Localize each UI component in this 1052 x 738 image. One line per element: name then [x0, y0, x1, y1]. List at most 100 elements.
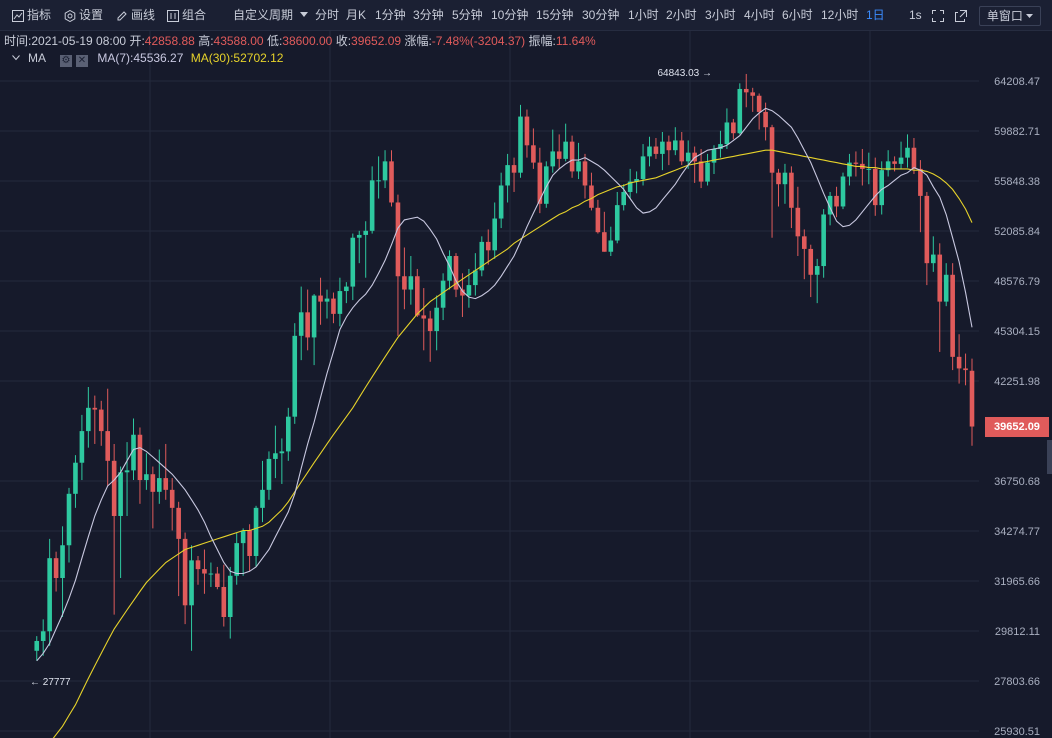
period-tab[interactable]: 分时 [315, 8, 340, 22]
candlestick-series [34, 73, 975, 661]
period-tab[interactable]: 15分钟 [536, 8, 574, 22]
fullscreen-button[interactable] [932, 0, 947, 30]
candle-body [789, 172, 794, 208]
candle-body [402, 276, 407, 290]
candle-body [163, 478, 169, 490]
candle-body [408, 276, 414, 290]
open-label: 开: [129, 34, 145, 48]
chart-line-icon [12, 10, 24, 22]
candle-body [202, 569, 207, 574]
candle-body [524, 116, 530, 146]
candle-body [298, 312, 304, 336]
candle-body [492, 218, 497, 251]
combo-button[interactable]: 组合 [167, 0, 206, 30]
caret-down-icon [300, 12, 309, 17]
candle-body [208, 573, 214, 575]
layout-icon [167, 10, 179, 22]
candle-body [260, 489, 265, 508]
candle-body [531, 145, 536, 163]
candle-body [905, 147, 910, 158]
candle-body [544, 166, 549, 204]
caret-down-icon [1026, 14, 1034, 18]
candle-body [344, 286, 349, 292]
candle-body [421, 315, 427, 319]
candle-body [395, 202, 401, 277]
candle-body [318, 295, 323, 302]
candle-body [415, 276, 420, 316]
y-tick-label: 52085.84 [994, 226, 1040, 238]
time-value: 2021-05-19 08:00 [31, 34, 127, 48]
ma-legend: MA ⚙ ✕ MA(7):45536.27 MA(30):52702.12 [12, 51, 283, 67]
period-tab[interactable]: 5分钟 [452, 8, 483, 22]
candle-body [802, 236, 807, 249]
period-tab[interactable]: 6小时 [782, 8, 813, 22]
ma-close-icon[interactable]: ✕ [76, 55, 88, 67]
y-tick-label: 48576.79 [994, 276, 1040, 288]
candle-body [227, 575, 233, 618]
candle-body [131, 434, 136, 471]
candle-body [331, 298, 336, 314]
period-tab[interactable]: 2小时 [666, 8, 697, 22]
current-price-label: 39652.09 [985, 417, 1049, 437]
period-tab[interactable]: 1日 [866, 8, 885, 22]
chevron-down-icon[interactable] [12, 55, 20, 61]
period-tab[interactable]: 3分钟 [413, 8, 444, 22]
candle-body [898, 157, 904, 164]
y-tick-label: 36750.68 [994, 476, 1040, 488]
period-tab[interactable]: 30分钟 [582, 8, 620, 22]
candle-body [34, 640, 40, 651]
draw-line-button[interactable]: 画线 [116, 0, 155, 30]
candle-body [363, 230, 368, 235]
y-tick-label: 45304.15 [994, 326, 1040, 338]
ma-label: MA [28, 51, 46, 65]
ma-settings-icon[interactable]: ⚙ [60, 55, 72, 67]
candle-body [621, 191, 626, 206]
gear-icon [64, 9, 76, 23]
candle-body [221, 586, 227, 618]
custom-period-dropdown[interactable]: 自定义周期 [233, 0, 311, 30]
period-tab[interactable]: 3小时 [705, 8, 736, 22]
refresh-interval[interactable]: 1s [909, 0, 922, 30]
period-tab[interactable]: 月K [346, 8, 367, 22]
combo-label: 组合 [182, 8, 207, 22]
price-axis[interactable]: 64208.47 59882.71 55848.38 52085.84 48576.79… [994, 76, 1040, 738]
popout-button[interactable] [955, 0, 970, 30]
window-mode-select[interactable]: 单窗口 [979, 6, 1041, 26]
draw-line-label: 画线 [131, 8, 156, 22]
settings-button[interactable]: 设置 [64, 0, 103, 30]
refresh-interval-label: 1s [909, 8, 922, 22]
candle-body [111, 460, 117, 516]
candle-body [247, 530, 252, 557]
candle-body [292, 335, 298, 417]
candle-body [273, 453, 278, 459]
axis-scroll-handle[interactable] [1047, 440, 1052, 474]
candle-body [750, 92, 755, 96]
indicators-button[interactable]: 指标 [12, 0, 51, 30]
y-tick-label: 55848.38 [994, 176, 1040, 188]
period-tab[interactable]: 12小时 [821, 8, 859, 22]
candle-body [943, 274, 949, 302]
candle-body [234, 543, 239, 576]
candle-body [834, 195, 839, 207]
candle-body [718, 144, 723, 149]
candle-body [666, 141, 672, 151]
candle-body [215, 573, 220, 587]
candle-body [795, 207, 801, 237]
candle-body [498, 185, 504, 219]
candle-body [466, 285, 472, 296]
period-tab[interactable]: 4小时 [744, 8, 775, 22]
candle-body [866, 168, 872, 170]
low-label: 低: [266, 34, 283, 48]
low-value: 38600.00 [282, 34, 333, 48]
ma30-value: MA(30):52702.12 [190, 51, 284, 65]
ma7-value: MA(7):45536.27 [97, 51, 184, 65]
candle-body [98, 409, 104, 432]
period-tab[interactable]: 1分钟 [375, 8, 406, 22]
candle-body [885, 161, 891, 171]
period-tab[interactable]: 10分钟 [491, 8, 529, 22]
period-tab[interactable]: 1小时 [628, 8, 659, 22]
close-label: 收: [335, 34, 352, 48]
high-price-marker: 64843.03 → [658, 68, 713, 79]
candle-body [724, 122, 730, 145]
